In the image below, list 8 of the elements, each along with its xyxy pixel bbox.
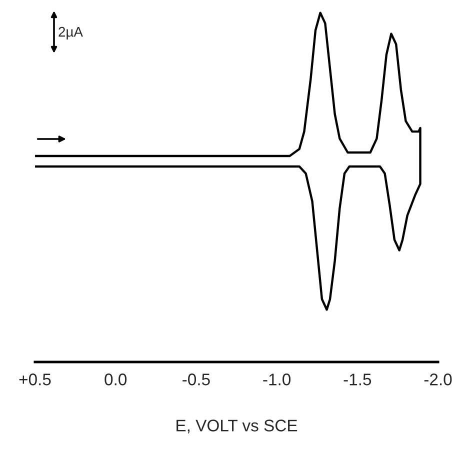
x-axis-title: E, VOLT vs SCE — [176, 420, 298, 434]
x-tick-label: -1.5 — [344, 374, 372, 386]
x-tick-label: +0.5 — [19, 374, 51, 386]
x-tick-label: -2.0 — [424, 374, 452, 386]
annotation: 2µA — [58, 26, 83, 40]
x-tick-label: -0.5 — [182, 374, 210, 386]
x-tick-label: -1.0 — [263, 374, 291, 386]
x-tick-label: 0.0 — [104, 374, 127, 386]
